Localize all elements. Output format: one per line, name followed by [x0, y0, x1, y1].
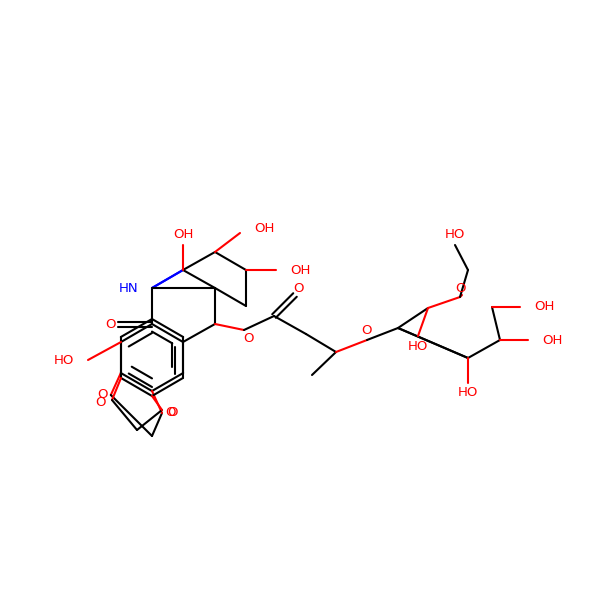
Text: OH: OH [173, 229, 193, 241]
Text: O: O [243, 331, 253, 344]
Text: O: O [98, 389, 108, 401]
Text: HO: HO [408, 340, 428, 352]
Text: HO: HO [445, 229, 465, 241]
Text: O: O [165, 407, 175, 419]
Text: O: O [105, 317, 115, 331]
Text: O: O [455, 281, 465, 295]
Text: OH: OH [290, 263, 310, 277]
Text: HO: HO [458, 386, 478, 400]
Text: O: O [96, 395, 106, 409]
Text: OH: OH [542, 334, 562, 346]
Text: O: O [168, 406, 178, 419]
Text: O: O [294, 283, 304, 295]
Text: OH: OH [534, 301, 554, 313]
Text: O: O [362, 323, 372, 337]
Text: OH: OH [254, 223, 274, 235]
Text: HO: HO [53, 353, 74, 367]
Text: HN: HN [118, 281, 138, 295]
